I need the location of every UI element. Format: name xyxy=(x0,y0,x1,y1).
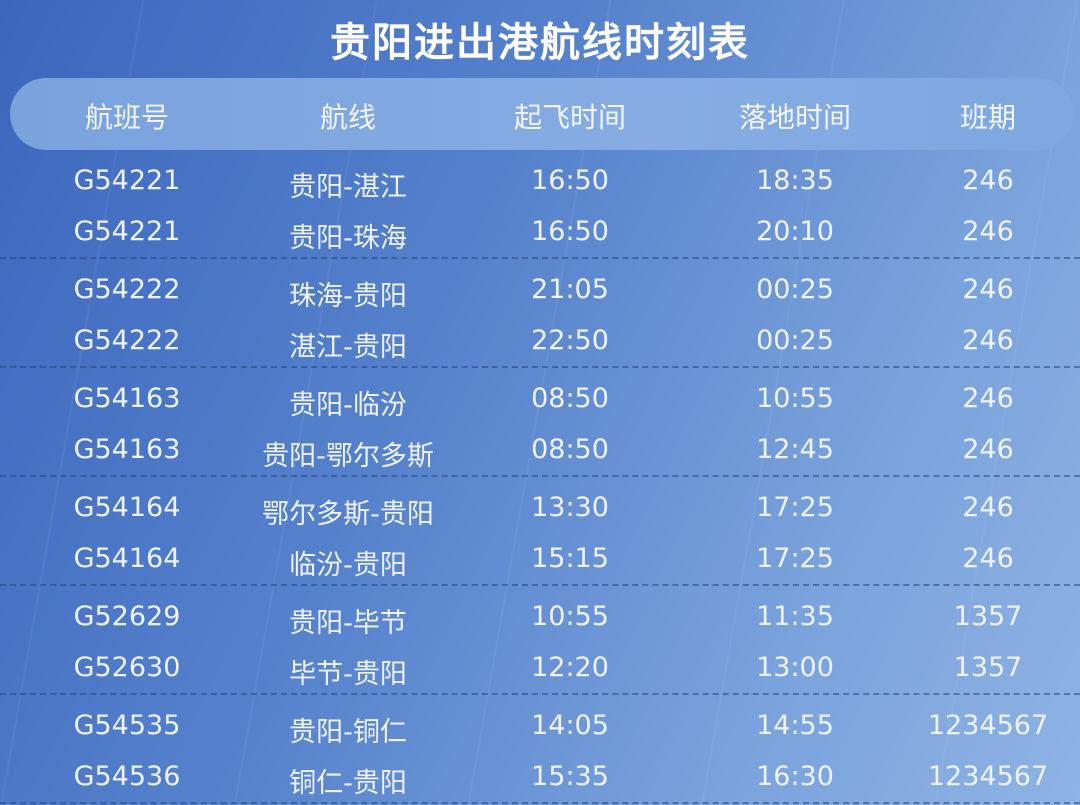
cell-arrival-time: 16:30 xyxy=(756,761,834,792)
header-arrival: 落地时间 xyxy=(738,101,852,134)
cell-flight-no: G54164 xyxy=(73,492,181,523)
table-row: G54221 贵阳-湛江 16:50 18:35 246 xyxy=(0,155,1080,206)
cell-flight-no: G54222 xyxy=(73,325,181,356)
cell-route: 鄂尔多斯-贵阳 xyxy=(262,499,434,530)
cell-departure-time: 16:50 xyxy=(531,165,609,196)
table-row: G54164 鄂尔多斯-贵阳 13:30 17:25 246 xyxy=(0,482,1080,533)
table-row: G54536 铜仁-贵阳 15:35 16:30 1234567 xyxy=(0,751,1080,802)
cell-flight-no: G54221 xyxy=(73,216,181,247)
cell-schedule: 1357 xyxy=(953,601,1023,632)
cell-departure-time: 08:50 xyxy=(531,383,609,414)
cell-flight-no: G54163 xyxy=(73,383,181,414)
cell-departure-time: 15:15 xyxy=(531,543,609,574)
cell-schedule: 1357 xyxy=(953,652,1023,683)
header-route: 航线 xyxy=(319,101,377,134)
cell-schedule: 246 xyxy=(962,434,1014,465)
cell-route: 临汾-贵阳 xyxy=(289,550,407,581)
cell-schedule: 246 xyxy=(962,274,1014,305)
table-row: G54222 湛江-贵阳 22:50 00:25 246 xyxy=(0,315,1080,366)
cell-schedule: 246 xyxy=(962,492,1014,523)
cell-departure-time: 08:50 xyxy=(531,434,609,465)
cell-flight-no: G52630 xyxy=(73,652,181,683)
flight-group: G54535 贵阳-铜仁 14:05 14:55 1234567 G54536 铜仁-贵阳 1… xyxy=(0,695,1080,804)
cell-arrival-time: 00:25 xyxy=(756,325,834,356)
flight-group: G54221 贵阳-湛江 16:50 18:35 246 G54221 贵阳-珠海 16:50… xyxy=(0,150,1080,259)
table-header: 航班号 航线 起飞时间 落地时间 班期 xyxy=(10,78,1074,150)
cell-schedule: 246 xyxy=(962,543,1014,574)
cell-departure-time: 12:20 xyxy=(531,652,609,683)
cell-flight-no: G54163 xyxy=(73,434,181,465)
cell-flight-no: G54222 xyxy=(73,274,181,305)
cell-schedule: 246 xyxy=(962,383,1014,414)
cell-arrival-time: 17:25 xyxy=(756,492,834,523)
header-schedule: 班期 xyxy=(959,101,1017,134)
cell-departure-time: 14:05 xyxy=(531,710,609,741)
cell-flight-no: G54535 xyxy=(73,710,181,741)
cell-route: 珠海-贵阳 xyxy=(289,281,407,312)
cell-arrival-time: 14:55 xyxy=(756,710,834,741)
cell-schedule: 246 xyxy=(962,165,1014,196)
cell-route: 贵阳-铜仁 xyxy=(289,717,407,748)
cell-arrival-time: 00:25 xyxy=(756,274,834,305)
cell-departure-time: 13:30 xyxy=(531,492,609,523)
cell-departure-time: 21:05 xyxy=(531,274,609,305)
flight-group: G54163 贵阳-临汾 08:50 10:55 246 G54163 贵阳-鄂尔多斯 08:… xyxy=(0,368,1080,477)
cell-arrival-time: 20:10 xyxy=(756,216,834,247)
cell-flight-no: G54536 xyxy=(73,761,181,792)
cell-route: 毕节-贵阳 xyxy=(289,659,407,690)
page-title: 贵阳进出港航线时刻表 xyxy=(330,20,750,66)
flight-group: G54222 珠海-贵阳 21:05 00:25 246 G54222 湛江-贵阳 22:50… xyxy=(0,259,1080,368)
cell-route: 铜仁-贵阳 xyxy=(289,768,407,799)
cell-flight-no: G54164 xyxy=(73,543,181,574)
flight-group: G54164 鄂尔多斯-贵阳 13:30 17:25 246 G54164 临汾-贵阳 15:… xyxy=(0,477,1080,586)
table-row: G54221 贵阳-珠海 16:50 20:10 246 xyxy=(0,206,1080,257)
cell-arrival-time: 17:25 xyxy=(756,543,834,574)
cell-route: 贵阳-鄂尔多斯 xyxy=(262,441,434,472)
table-row: G52630 毕节-贵阳 12:20 13:00 1357 xyxy=(0,642,1080,693)
cell-route: 贵阳-毕节 xyxy=(289,608,407,639)
table-row: G54222 珠海-贵阳 21:05 00:25 246 xyxy=(0,264,1080,315)
cell-route: 湛江-贵阳 xyxy=(289,332,407,363)
cell-departure-time: 15:35 xyxy=(531,761,609,792)
table-row: G54164 临汾-贵阳 15:15 17:25 246 xyxy=(0,533,1080,584)
cell-arrival-time: 11:35 xyxy=(756,601,834,632)
cell-arrival-time: 12:45 xyxy=(756,434,834,465)
cell-flight-no: G54221 xyxy=(73,165,181,196)
cell-arrival-time: 13:00 xyxy=(756,652,834,683)
table-row: G54163 贵阳-鄂尔多斯 08:50 12:45 246 xyxy=(0,424,1080,475)
cell-route: 贵阳-珠海 xyxy=(289,223,407,254)
table-row: G52629 贵阳-毕节 10:55 11:35 1357 xyxy=(0,591,1080,642)
cell-route: 贵阳-临汾 xyxy=(289,390,407,421)
header-departure: 起飞时间 xyxy=(513,101,627,134)
flight-group: G52629 贵阳-毕节 10:55 11:35 1357 G52630 毕节-贵阳 12:2… xyxy=(0,586,1080,695)
cell-departure-time: 16:50 xyxy=(531,216,609,247)
cell-schedule: 1234567 xyxy=(927,761,1049,792)
cell-flight-no: G52629 xyxy=(73,601,181,632)
cell-arrival-time: 10:55 xyxy=(756,383,834,414)
table-row: G54535 贵阳-铜仁 14:05 14:55 1234567 xyxy=(0,700,1080,751)
cell-departure-time: 22:50 xyxy=(531,325,609,356)
cell-schedule: 246 xyxy=(962,216,1014,247)
cell-schedule: 1234567 xyxy=(927,710,1049,741)
header-flight-no: 航班号 xyxy=(84,101,170,134)
cell-departure-time: 10:55 xyxy=(531,601,609,632)
table-row: G54163 贵阳-临汾 08:50 10:55 246 xyxy=(0,373,1080,424)
cell-route: 贵阳-湛江 xyxy=(289,172,407,203)
cell-arrival-time: 18:35 xyxy=(756,165,834,196)
cell-schedule: 246 xyxy=(962,325,1014,356)
